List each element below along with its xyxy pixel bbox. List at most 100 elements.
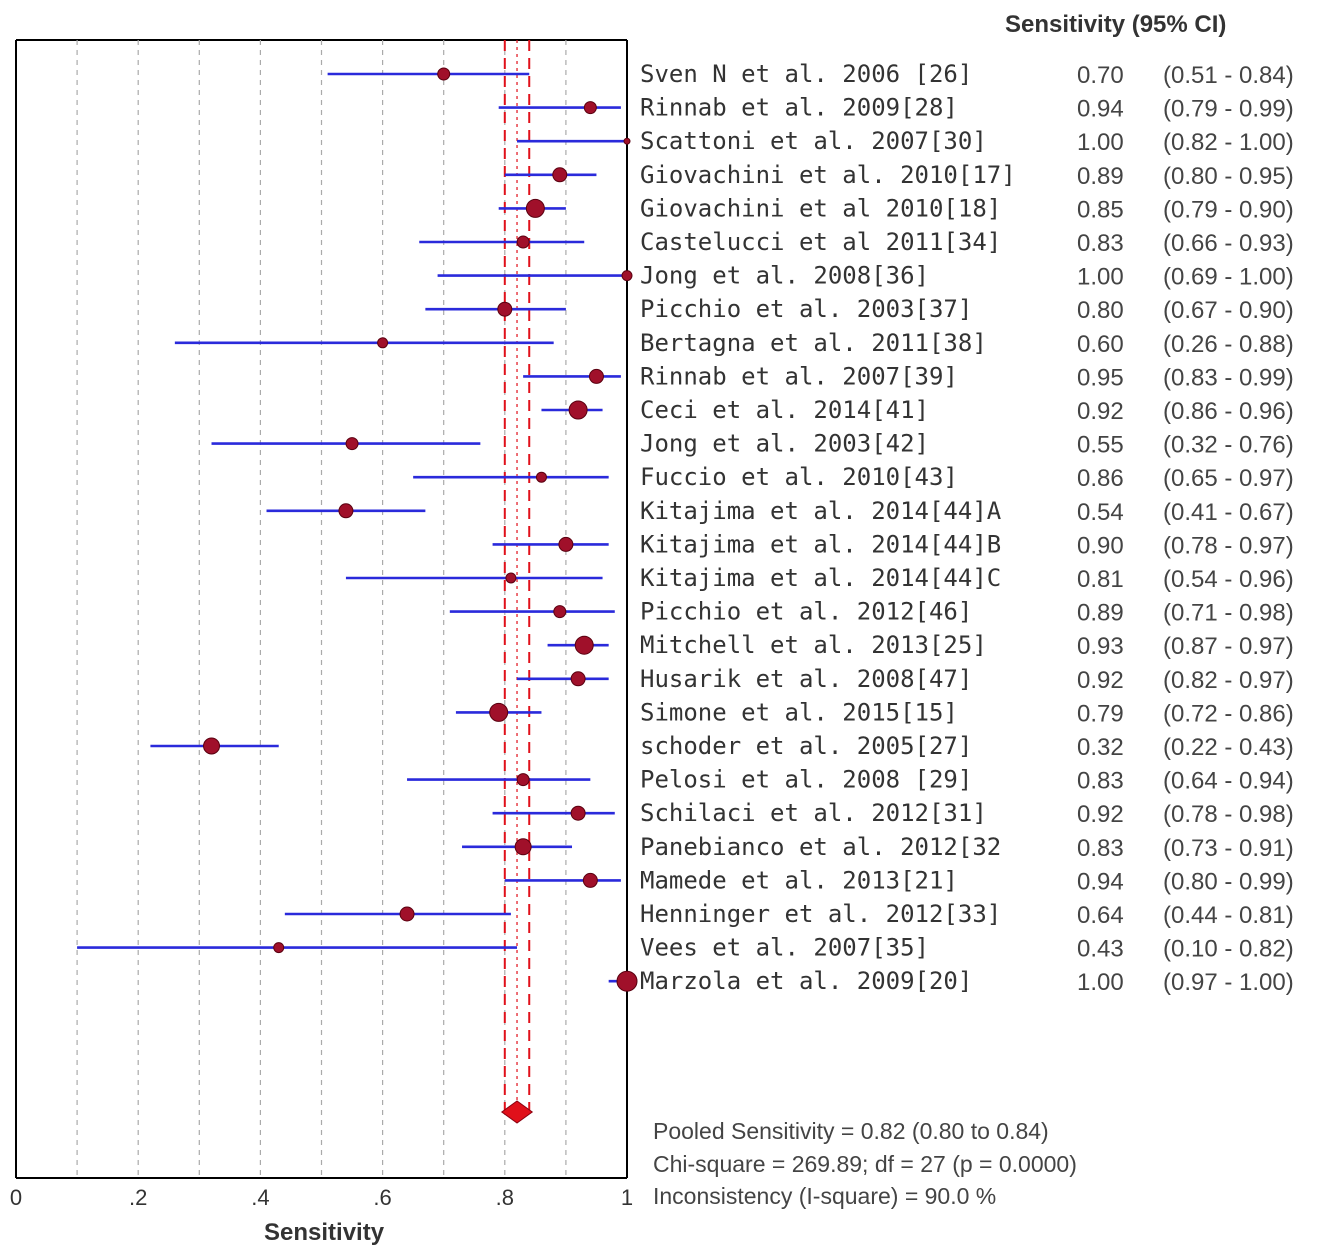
sensitivity-value: 0.54 <box>1077 499 1124 526</box>
study-name: Marzola et al. 2009[20] <box>640 967 972 995</box>
point-estimate-marker <box>553 605 567 619</box>
confidence-interval: (0.71 - 0.98) <box>1163 600 1294 627</box>
study-name: Castelucci et al 2011[34] <box>640 228 1001 256</box>
confidence-interval: (0.79 - 0.90) <box>1163 196 1294 223</box>
study-name: Giovachini et al 2010[18] <box>640 194 1001 222</box>
sensitivity-value: 0.95 <box>1077 364 1124 391</box>
confidence-interval: (0.65 - 0.97) <box>1163 465 1294 492</box>
point-estimate-marker <box>497 301 513 317</box>
point-estimate-marker <box>516 235 530 249</box>
sensitivity-value: 0.79 <box>1077 700 1124 727</box>
study-name: Schilaci et al. 2012[31] <box>640 799 987 827</box>
point-estimate-marker <box>203 737 221 755</box>
confidence-interval: (0.10 - 0.82) <box>1163 936 1294 963</box>
study-name: Vees et al. 2007[35] <box>640 934 929 962</box>
confidence-interval: (0.41 - 0.67) <box>1163 499 1294 526</box>
x-tick-label: .6 <box>373 1185 391 1210</box>
point-estimate-marker <box>505 572 517 584</box>
study-name: Mitchell et al. 2013[25] <box>640 631 987 659</box>
sensitivity-value: 0.55 <box>1077 432 1124 459</box>
study-name: Ceci et al. 2014[41] <box>640 396 929 424</box>
sensitivity-value: 0.64 <box>1077 902 1124 929</box>
study-name: Sven N et al. 2006 [26] <box>640 60 972 88</box>
pooled-diamond <box>500 1100 534 1124</box>
sensitivity-value: 1.00 <box>1077 264 1124 291</box>
sensitivity-value: 0.80 <box>1077 297 1124 324</box>
confidence-interval: (0.78 - 0.98) <box>1163 801 1294 828</box>
x-axis-ticks: 0 .2 .4 .6 .8 1 <box>10 1185 633 1210</box>
sensitivity-value: 1.00 <box>1077 969 1124 996</box>
study-name: Jong et al. 2008[36] <box>640 262 929 290</box>
confidence-interval: (0.67 - 0.90) <box>1163 297 1294 324</box>
study-name: Scattoni et al. 2007[30] <box>640 127 987 155</box>
confidence-interval: (0.78 - 0.97) <box>1163 532 1294 559</box>
point-estimate-marker <box>525 198 545 218</box>
point-estimate-marker <box>516 773 530 787</box>
sensitivity-value: 1.00 <box>1077 129 1124 156</box>
pooled-sensitivity-text: Pooled Sensitivity = 0.82 (0.80 to 0.84) <box>653 1118 1049 1144</box>
point-estimate-marker <box>570 671 586 687</box>
point-estimate-marker <box>558 536 574 552</box>
confidence-interval: (0.86 - 0.96) <box>1163 398 1294 425</box>
point-estimate-marker <box>552 167 568 183</box>
study-name: Picchio et al. 2012[46] <box>640 598 972 626</box>
confidence-interval: (0.83 - 0.99) <box>1163 364 1294 391</box>
point-estimate-marker <box>437 67 451 81</box>
confidence-interval: (0.51 - 0.84) <box>1163 62 1294 89</box>
study-name: Kitajima et al. 2014[44]A <box>640 497 1002 525</box>
study-name: Husarik et al. 2008[47] <box>640 665 972 693</box>
study-name: Giovachini et al. 2010[17] <box>640 161 1016 189</box>
confidence-interval: (0.73 - 0.91) <box>1163 835 1294 862</box>
point-estimate-marker <box>345 437 359 451</box>
study-labels: Sven N et al. 2006 [26] 0.70 (0.51 - 0.84)… <box>640 60 1294 996</box>
sensitivity-value: 0.90 <box>1077 532 1124 559</box>
confidence-interval: (0.79 - 0.99) <box>1163 96 1294 123</box>
confidence-interval: (0.64 - 0.94) <box>1163 768 1294 795</box>
point-estimate-marker <box>616 970 638 992</box>
study-name: Kitajima et al. 2014[44]B <box>640 530 1001 558</box>
sensitivity-value: 0.81 <box>1077 566 1124 593</box>
confidence-interval: (0.26 - 0.88) <box>1163 331 1294 358</box>
point-estimate-marker <box>489 702 509 722</box>
confidence-interval: (0.82 - 1.00) <box>1163 129 1294 156</box>
point-estimate-marker <box>574 635 594 655</box>
point-estimate-marker <box>568 400 588 420</box>
study-name: Jong et al. 2003[42] <box>640 430 929 458</box>
confidence-interval: (0.97 - 1.00) <box>1163 969 1294 996</box>
study-name: Mamede et al. 2013[21] <box>640 866 958 894</box>
sensitivity-value: 0.83 <box>1077 835 1124 862</box>
confidence-interval: (0.69 - 1.00) <box>1163 264 1294 291</box>
point-estimate-marker <box>377 337 389 349</box>
point-estimate-marker <box>621 270 633 282</box>
confidence-interval: (0.87 - 0.97) <box>1163 633 1294 660</box>
sensitivity-value: 0.94 <box>1077 96 1124 123</box>
study-name: Simone et al. 2015[15] <box>640 698 958 726</box>
point-estimate-marker <box>588 368 604 384</box>
confidence-interval: (0.32 - 0.76) <box>1163 432 1294 459</box>
confidence-interval: (0.22 - 0.43) <box>1163 734 1294 761</box>
study-name: Bertagna et al. 2011[38] <box>640 329 987 357</box>
point-estimate-marker <box>399 906 415 922</box>
sensitivity-value: 0.92 <box>1077 398 1124 425</box>
confidence-interval: (0.66 - 0.93) <box>1163 230 1294 257</box>
point-estimate-marker <box>623 137 631 145</box>
sensitivity-value: 0.89 <box>1077 600 1124 627</box>
sensitivity-value: 0.70 <box>1077 62 1124 89</box>
study-name: Rinnab et al. 2007[39] <box>640 362 958 390</box>
sensitivity-value: 0.43 <box>1077 936 1124 963</box>
point-estimate-marker <box>583 101 597 115</box>
sensitivity-value: 0.85 <box>1077 196 1124 223</box>
study-name: Fuccio et al. 2010[43] <box>640 463 958 491</box>
study-name: Rinnab et al. 2009[28] <box>640 94 958 122</box>
study-name: Henninger et al. 2012[33] <box>640 900 1001 928</box>
sensitivity-value: 0.86 <box>1077 465 1124 492</box>
sensitivity-value: 0.60 <box>1077 331 1124 358</box>
sensitivity-value: 0.94 <box>1077 868 1124 895</box>
sensitivity-value: 0.83 <box>1077 768 1124 795</box>
confidence-interval: (0.80 - 0.99) <box>1163 868 1294 895</box>
sensitivity-value: 0.92 <box>1077 801 1124 828</box>
x-tick-label: 0 <box>10 1185 22 1210</box>
study-name: Picchio et al. 2003[37] <box>640 295 972 323</box>
x-tick-label: .8 <box>496 1185 514 1210</box>
